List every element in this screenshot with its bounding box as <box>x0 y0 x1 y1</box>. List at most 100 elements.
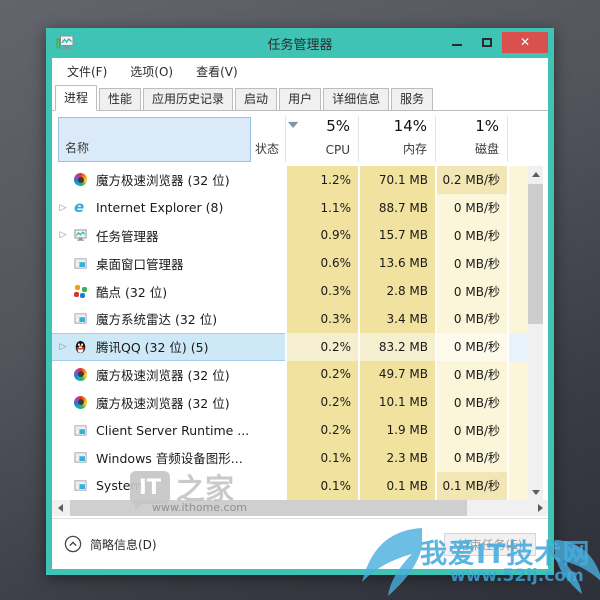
menu-view[interactable]: 查看(V) <box>196 64 238 79</box>
process-status <box>251 416 285 444</box>
expand-arrow-icon[interactable] <box>52 305 74 333</box>
color-wheel-icon <box>74 388 96 416</box>
process-disk: 0 MB/秒 <box>435 304 507 333</box>
process-name: 魔方极速浏览器 (32 位) <box>96 395 230 411</box>
process-status <box>251 305 285 333</box>
expand-arrow-icon[interactable] <box>52 416 74 444</box>
close-button[interactable]: ✕ <box>502 31 548 53</box>
footer-bar: 简略信息(D) 结束任务(E) <box>52 518 548 569</box>
sort-descending-icon: ▼ <box>287 120 299 129</box>
app-window-icon <box>74 416 96 444</box>
process-name: 桌面窗口管理器 <box>96 256 184 272</box>
fewer-details-toggle[interactable]: 简略信息(D) <box>64 535 157 553</box>
expand-arrow-icon[interactable] <box>52 388 74 416</box>
maximize-button[interactable] <box>472 32 502 53</box>
expand-arrow-icon[interactable] <box>52 166 74 194</box>
process-row[interactable]: 桌面窗口管理器 0.6% 13.6 MB 0 MB/秒 <box>52 249 528 278</box>
horizontal-scrollbar[interactable]: www.ithome.com <box>52 500 548 516</box>
process-row[interactable]: System 0.1% 0.1 MB 0.1 MB/秒 <box>52 471 528 500</box>
scroll-left-icon[interactable] <box>52 500 68 516</box>
process-name: System <box>96 478 143 494</box>
process-name: 魔方极速浏览器 (32 位) <box>96 367 230 383</box>
chevron-up-circle-icon <box>64 535 82 553</box>
process-row[interactable]: Windows 音频设备图形... 0.1% 2.3 MB 0 MB/秒 <box>52 443 528 472</box>
expand-arrow-icon[interactable] <box>52 472 74 500</box>
color-wheel-icon <box>74 166 96 194</box>
cpu-total: 5% <box>326 117 350 135</box>
app-window-icon <box>74 305 96 333</box>
process-status <box>251 249 285 277</box>
tab-startup[interactable]: 启动 <box>235 88 278 110</box>
tab-strip: 进程 性能 应用历史记录 启动 用户 详细信息 服务 <box>52 84 548 111</box>
process-disk: 0.2 MB/秒 <box>435 166 507 194</box>
expand-arrow-icon[interactable] <box>52 333 74 361</box>
tab-performance[interactable]: 性能 <box>99 88 142 110</box>
process-name: 魔方极速浏览器 (32 位) <box>96 173 230 189</box>
scroll-up-icon[interactable] <box>528 166 543 182</box>
column-header-disk[interactable]: 1% 磁盘 <box>474 117 499 156</box>
process-memory: 2.3 MB <box>358 443 435 472</box>
menu-file[interactable]: 文件(F) <box>67 64 108 79</box>
tab-services[interactable]: 服务 <box>391 88 434 110</box>
process-table-body: 魔方极速浏览器 (32 位) 1.2% 70.1 MB 0.2 MB/秒 e I… <box>52 166 528 500</box>
end-task-button[interactable]: 结束任务(E) <box>444 533 536 556</box>
process-row[interactable]: Client Server Runtime ... 0.2% 1.9 MB 0 … <box>52 416 528 444</box>
process-status <box>251 222 285 250</box>
process-row[interactable]: 任务管理器 0.9% 15.7 MB 0 MB/秒 <box>52 221 528 250</box>
table-header: 名称 状态 ▼ 5% CPU 14% 内存 1% 磁盘 <box>52 113 548 166</box>
process-status <box>251 388 285 416</box>
tab-app-history[interactable]: 应用历史记录 <box>143 88 234 110</box>
process-disk: 0 MB/秒 <box>435 249 507 278</box>
horizontal-scrollbar-thumb[interactable] <box>70 500 467 516</box>
process-status <box>251 361 285 389</box>
expand-arrow-icon[interactable] <box>52 222 74 250</box>
minimize-button[interactable] <box>442 32 472 53</box>
process-disk: 0 MB/秒 <box>435 221 507 250</box>
scroll-down-icon[interactable] <box>528 484 543 500</box>
process-disk: 0 MB/秒 <box>435 332 507 361</box>
tab-processes[interactable]: 进程 <box>55 85 98 111</box>
process-memory: 0.1 MB <box>358 471 435 500</box>
expand-arrow-icon[interactable] <box>52 249 74 277</box>
process-cpu: 0.2% <box>285 360 358 389</box>
scroll-right-icon[interactable] <box>532 500 548 516</box>
process-name: Client Server Runtime ... <box>96 422 250 438</box>
clipped-column-strip <box>507 332 528 361</box>
process-name: Windows 音频设备图形... <box>96 451 243 467</box>
process-memory: 49.7 MB <box>358 360 435 389</box>
clipped-column-strip <box>507 304 528 333</box>
menu-bar: 文件(F) 选项(O) 查看(V) <box>52 58 548 84</box>
tab-details[interactable]: 详细信息 <box>323 88 390 110</box>
column-header-memory[interactable]: 14% 内存 <box>393 117 427 156</box>
expand-arrow-icon[interactable] <box>52 194 74 222</box>
process-row[interactable]: 魔方系统雷达 (32 位) 0.3% 3.4 MB 0 MB/秒 <box>52 304 528 333</box>
clipped-column-strip <box>507 193 528 222</box>
process-row[interactable]: 酷点 (32 位) 0.3% 2.8 MB 0 MB/秒 <box>52 277 528 305</box>
vertical-scrollbar-thumb[interactable] <box>528 184 543 324</box>
expand-arrow-icon[interactable] <box>52 444 74 472</box>
memory-total: 14% <box>393 117 427 135</box>
expand-arrow-icon[interactable] <box>52 361 74 389</box>
column-header-name[interactable]: 名称 <box>58 117 251 162</box>
process-status <box>251 333 285 361</box>
process-row[interactable]: 腾讯QQ (32 位) (5) 0.2% 83.2 MB 0 MB/秒 <box>52 332 528 361</box>
menu-options[interactable]: 选项(O) <box>130 64 174 79</box>
process-name: 酷点 (32 位) <box>96 284 168 300</box>
expand-arrow-icon[interactable] <box>52 277 74 305</box>
vertical-scrollbar[interactable] <box>528 166 543 500</box>
process-disk: 0 MB/秒 <box>435 193 507 222</box>
clipped-column-strip <box>507 416 528 444</box>
process-row[interactable]: 魔方极速浏览器 (32 位) 0.2% 49.7 MB 0 MB/秒 <box>52 360 528 389</box>
process-row[interactable]: 魔方极速浏览器 (32 位) 1.2% 70.1 MB 0.2 MB/秒 <box>52 166 528 194</box>
process-row[interactable]: e Internet Explorer (8) 1.1% 88.7 MB 0 M… <box>52 193 528 222</box>
process-cpu: 0.3% <box>285 304 358 333</box>
column-header-cpu[interactable]: ▼ 5% CPU <box>287 117 350 157</box>
task-manager-app-icon <box>56 35 74 49</box>
tab-users[interactable]: 用户 <box>279 88 322 110</box>
process-name: Internet Explorer (8) <box>96 200 224 216</box>
process-memory: 10.1 MB <box>358 388 435 417</box>
process-disk: 0 MB/秒 <box>435 443 507 472</box>
process-row[interactable]: 魔方极速浏览器 (32 位) 0.2% 10.1 MB 0 MB/秒 <box>52 388 528 417</box>
process-name: 腾讯QQ (32 位) (5) <box>96 340 209 356</box>
column-header-status[interactable]: 状态 <box>255 142 280 156</box>
